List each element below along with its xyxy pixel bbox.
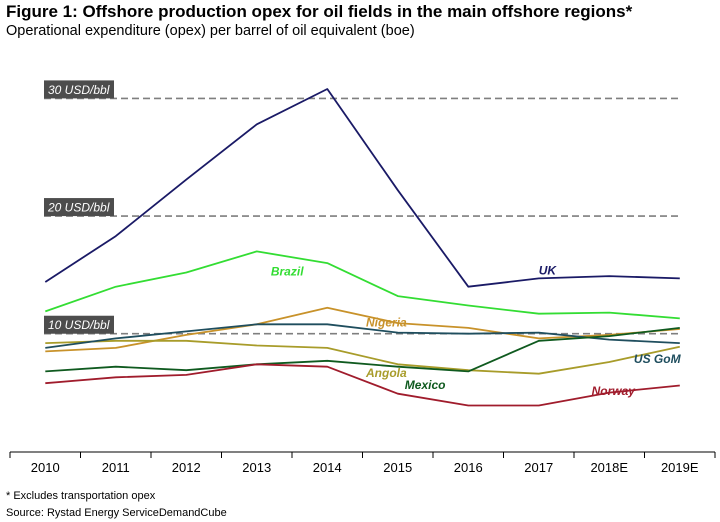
series-labels: UK Brazil Nigeria Angola US GoM Mexico Norway <box>271 263 682 397</box>
series-label: Norway <box>592 384 637 398</box>
reference-label-box <box>44 315 114 334</box>
series-line <box>44 88 680 288</box>
source-note: Source: Rystad Energy ServiceDemandCube <box>6 507 227 519</box>
x-tick-label: 2019E <box>661 460 699 475</box>
series-label: Brazil <box>271 265 304 279</box>
x-tick-label: 2013 <box>242 460 271 475</box>
series-lines <box>44 88 680 407</box>
series-label: Angola <box>365 366 407 380</box>
series-label: US GoM <box>634 352 682 366</box>
series-line <box>45 363 680 407</box>
chart-subtitle: Operational expenditure (opex) per barre… <box>6 23 415 39</box>
series-label: Nigeria <box>366 315 407 329</box>
x-tick-label: 2017 <box>524 460 553 475</box>
x-tick-label: 2018E <box>590 460 628 475</box>
x-axis: 2010 2011 2012 2013 2014 2015 2016 2017 2018E 201… <box>9 451 716 475</box>
series-line <box>45 323 680 349</box>
reference-lines: 30 USD/bbl 20 USD/bbl 10 USD/bbl <box>44 80 680 335</box>
series-line <box>45 250 680 320</box>
x-tick-label: 2011 <box>102 460 130 475</box>
x-tick-label: 2014 <box>313 460 342 475</box>
x-tick-label: 2012 <box>172 460 201 475</box>
series-label: UK <box>539 263 558 277</box>
reference-label: 20 USD/bbl <box>47 201 110 215</box>
reference-label-box <box>44 80 114 99</box>
series-line <box>45 339 680 375</box>
x-tick-label: 2010 <box>31 460 60 475</box>
reference-label: 30 USD/bbl <box>48 83 110 97</box>
chart-title: Figure 1: Offshore production opex for o… <box>6 2 633 21</box>
series-line <box>45 306 680 353</box>
footnote: * Excludes transportation opex <box>6 490 156 502</box>
reference-label: 10 USD/bbl <box>48 318 110 332</box>
reference-label-box <box>44 198 114 217</box>
series-line <box>45 327 680 373</box>
x-tick-label: 2015 <box>383 460 412 475</box>
x-tick-label: 2016 <box>454 460 483 475</box>
series-label: Mexico <box>405 378 446 392</box>
